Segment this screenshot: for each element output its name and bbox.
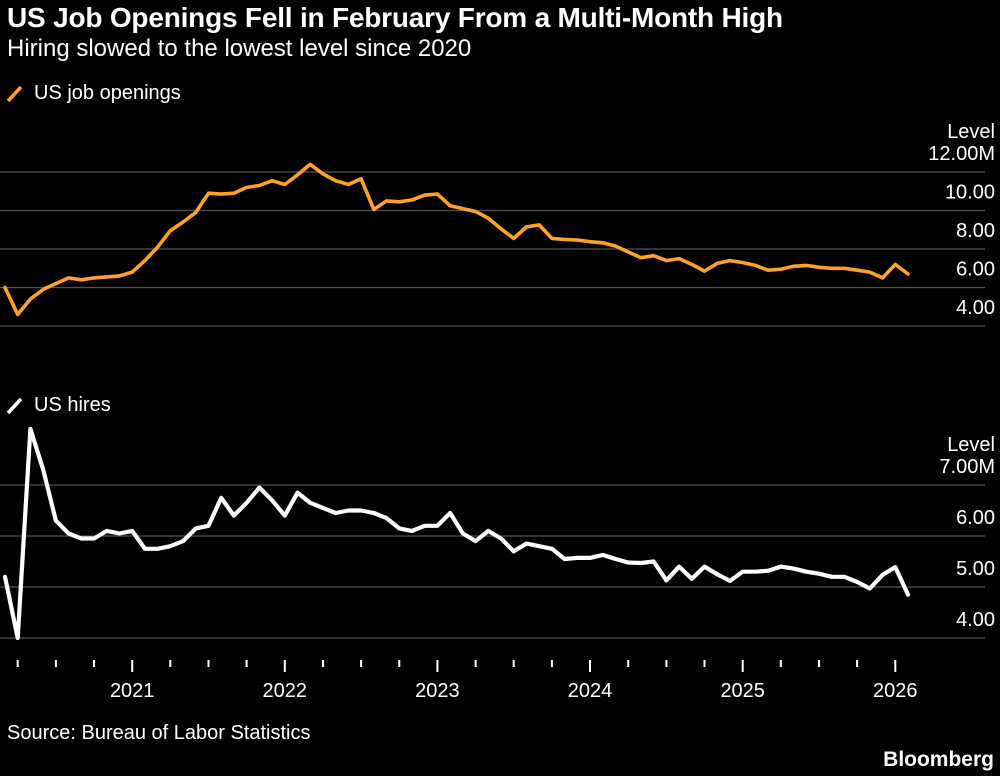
legend-label-openings: US job openings: [34, 82, 181, 104]
bloomberg-logo: Bloomberg: [883, 748, 994, 771]
legend-us-hires: US hires: [5, 394, 111, 417]
source-note: Source: Bureau of Labor Statistics: [7, 722, 311, 744]
x-year-label: 2024: [568, 680, 613, 702]
y-tick-label: 4.00: [956, 609, 995, 631]
x-year-label: 2025: [720, 680, 765, 702]
y-tick-label: 5.00: [956, 558, 995, 580]
y-tick-label: 4.00: [956, 297, 995, 319]
x-year-label: 2026: [873, 680, 918, 702]
white-slash-icon: [6, 397, 23, 414]
orange-slash-icon: [6, 85, 23, 102]
y-tick-label: 6.00: [956, 507, 995, 529]
y-tick-label: 7.00M: [939, 456, 995, 478]
y-tick-label: 12.00M: [928, 143, 995, 165]
legend-us-job-openings: US job openings: [5, 82, 181, 105]
legend-label-hires: US hires: [34, 394, 111, 416]
page-subtitle: Hiring slowed to the lowest level since …: [7, 35, 472, 62]
y-tick-label: 8.00: [956, 220, 995, 242]
series-line-hires: [2, 426, 911, 641]
page-title: US Job Openings Fell in February From a …: [7, 2, 783, 33]
x-year-label: 2021: [110, 680, 155, 702]
y-axis-title: Level: [947, 434, 995, 456]
y-axis-title: Level: [947, 121, 995, 143]
x-year-label: 2023: [415, 680, 460, 702]
x-year-label: 2022: [263, 680, 308, 702]
series-line-openings: [3, 162, 910, 317]
y-tick-label: 10.00: [945, 182, 995, 204]
y-tick-label: 6.00: [956, 259, 995, 281]
